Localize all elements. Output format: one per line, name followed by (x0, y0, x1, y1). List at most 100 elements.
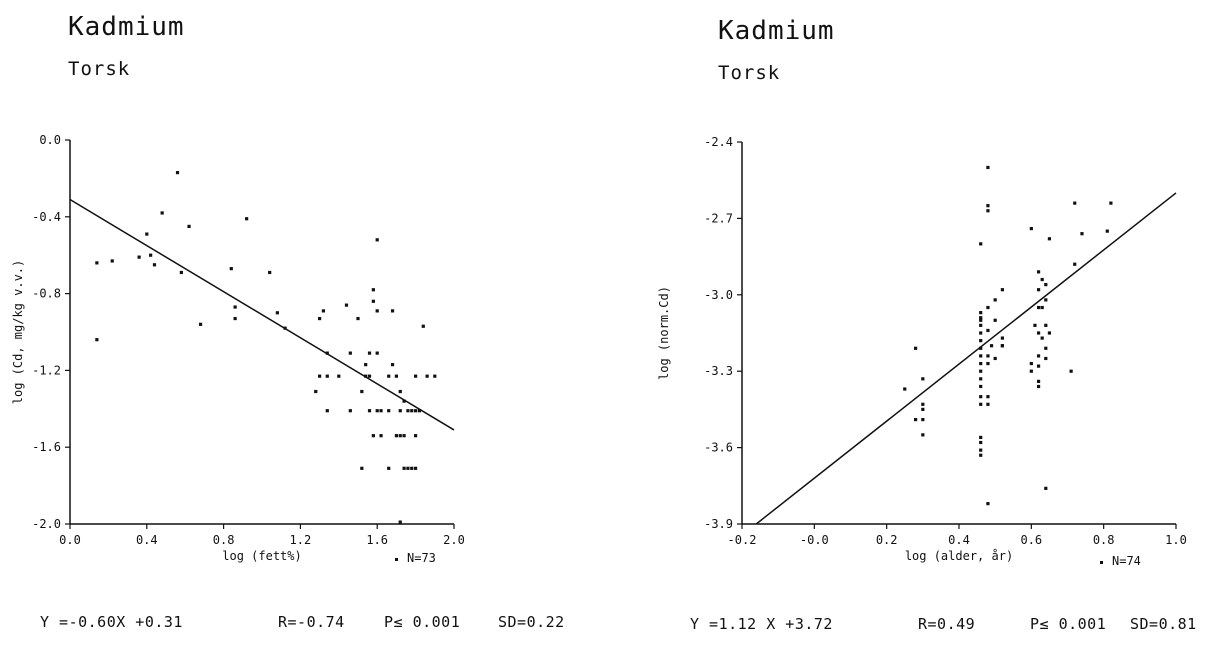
data-point (903, 387, 907, 391)
panel1-title: Kadmium (68, 12, 185, 42)
data-point (160, 211, 164, 215)
data-point (979, 311, 983, 315)
data-point (986, 328, 990, 333)
y-tick-label: -3.6 (704, 441, 733, 455)
data-point (375, 409, 379, 413)
data-point (414, 409, 418, 413)
data-point (348, 409, 352, 413)
chart-cadmium-age: -0.2 -0.0 0.2 0.4 0.6 0.8 1.0 -2.4 -2.7 -3.0 -3.3 -… (657, 135, 1187, 568)
data-point (1044, 356, 1048, 361)
data-point (356, 316, 360, 321)
data-point (993, 318, 997, 322)
data-point (979, 369, 983, 373)
x-axis-label: log (alder, år) (905, 549, 1013, 563)
data-point (986, 361, 990, 366)
data-point (1029, 361, 1033, 366)
y-axis-label: log (norm.Cd) (657, 286, 671, 380)
x-tick-label: 1.0 (1165, 533, 1187, 547)
y-tick-label: 0.0 (39, 133, 61, 147)
data-point (979, 448, 983, 452)
data-point (229, 267, 233, 271)
data-point (402, 466, 406, 470)
data-point (417, 409, 422, 413)
data-point (1036, 305, 1041, 310)
data-point (986, 204, 990, 208)
data-point (367, 351, 372, 355)
data-point (152, 263, 157, 267)
data-point (979, 323, 983, 327)
data-point (993, 356, 997, 361)
x-tick-label: 1.2 (290, 533, 312, 547)
data-point (979, 354, 983, 358)
data-point (979, 346, 983, 350)
data-point (986, 209, 990, 213)
data-point (233, 305, 237, 309)
regression-line (755, 192, 1177, 525)
y-tick-label: -3.0 (704, 288, 733, 302)
data-point (914, 346, 918, 350)
data-point (187, 224, 191, 228)
data-point (314, 389, 318, 394)
data-point (993, 298, 997, 302)
y-tick-label: -3.3 (704, 364, 733, 378)
data-point (95, 261, 99, 265)
data-point (410, 409, 414, 413)
x-tick-label: 0.0 (59, 533, 81, 547)
panel1-equation: Y =-0.60X +0.31 (40, 613, 183, 631)
data-point (1036, 270, 1041, 274)
panel2-title: Kadmium (718, 16, 835, 46)
data-point (410, 466, 414, 470)
x-tick-label: 2.0 (443, 533, 465, 547)
x-axis-label: log (fett%) (222, 549, 301, 563)
data-point (1044, 323, 1048, 327)
x-tick-label: -0.2 (728, 533, 757, 547)
data-point (325, 374, 329, 378)
data-point (421, 324, 425, 328)
chart-cadmium-fat: 0.0 0.4 0.8 1.2 1.6 2.0 0.0 -0.4 -0.8 -1.2 -1.6 -2.… (11, 133, 465, 565)
data-point (394, 434, 398, 438)
data-point (1069, 369, 1073, 373)
data-point (95, 338, 99, 342)
data-point (979, 361, 983, 366)
x-tick-label: -0.0 (800, 533, 829, 547)
data-point (398, 409, 402, 413)
data-point (979, 440, 983, 445)
data-point (1080, 232, 1084, 236)
y-tick-label: -0.4 (32, 210, 61, 224)
data-point (364, 363, 368, 367)
data-point (179, 270, 183, 275)
data-point (979, 402, 983, 406)
data-point (433, 374, 437, 378)
data-point (283, 326, 287, 330)
data-point (110, 259, 114, 263)
data-point (1040, 305, 1044, 310)
data-point (1000, 288, 1004, 292)
data-point (137, 255, 141, 259)
y-tick-label: -2.7 (704, 211, 733, 225)
panel2-equation: Y =1.12 X +3.72 (690, 615, 833, 633)
data-point (1000, 336, 1004, 340)
data-point (145, 232, 149, 236)
data-point (371, 299, 375, 303)
data-point (233, 316, 237, 321)
y-axis-label: log (Cd, mg/kg v.v.) (11, 260, 25, 405)
data-point (1036, 379, 1041, 383)
data-point (371, 288, 375, 292)
legend-marker (395, 558, 398, 561)
data-point (986, 402, 990, 406)
data-point (979, 435, 983, 440)
data-point (268, 270, 272, 275)
data-point (325, 409, 329, 413)
y-tick-label: -3.9 (704, 517, 733, 531)
data-point (1044, 346, 1048, 350)
data-point (1047, 237, 1052, 241)
data-point (360, 466, 364, 470)
data-point (921, 417, 925, 422)
data-point (364, 374, 368, 378)
data-point (367, 374, 372, 378)
y-tick-label: -1.6 (32, 440, 61, 454)
data-point (979, 242, 983, 246)
y-tick-label: -2.0 (32, 517, 61, 531)
x-tick-label: 0.4 (136, 533, 158, 547)
y-tick-label: -2.4 (704, 135, 733, 149)
